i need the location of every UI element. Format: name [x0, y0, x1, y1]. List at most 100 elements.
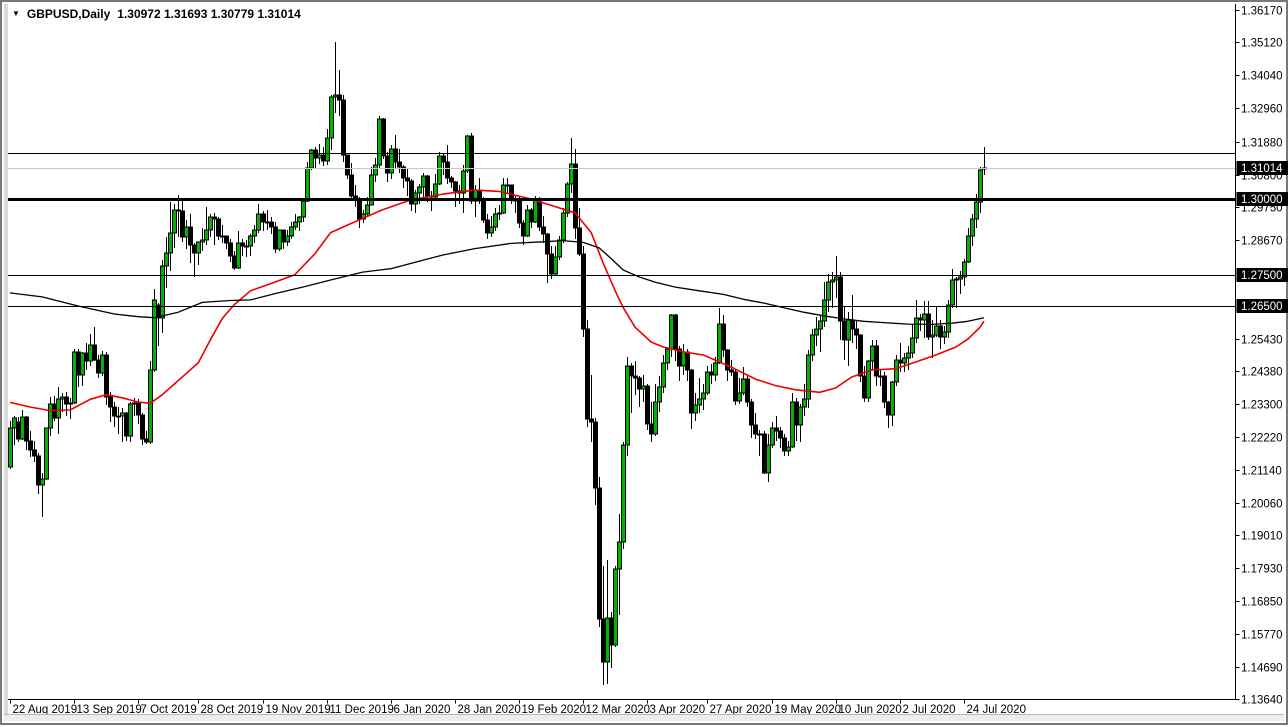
bear-candle-body [582, 254, 586, 329]
bottom-edge-strip [4, 714, 1284, 721]
bull-candle-body [815, 329, 819, 335]
bear-candle-body [686, 352, 690, 370]
bull-candle-body [133, 403, 137, 404]
bear-candle-body [638, 378, 642, 389]
ohlc-readout: 1.30972 1.31693 1.30779 1.31014 [117, 7, 301, 21]
bull-candle-body [149, 370, 153, 442]
bear-candle-body [25, 417, 29, 441]
bear-candle-body [193, 245, 197, 253]
bull-candle-body [257, 214, 261, 230]
bull-candle-body [871, 346, 875, 361]
bear-candle-body [241, 243, 245, 246]
bull-candle-body [205, 230, 209, 240]
bear-candle-body [85, 353, 89, 361]
bull-candle-body [49, 404, 53, 428]
bull-candle-body [526, 210, 530, 236]
bear-candle-body [602, 619, 606, 662]
bull-candle-body [81, 353, 85, 375]
bear-candle-body [229, 243, 233, 256]
bear-candle-body [783, 438, 787, 451]
bear-candle-body [446, 162, 450, 178]
bull-candle-body [642, 386, 646, 389]
bear-candle-body [29, 441, 33, 450]
bull-candle-body [682, 352, 686, 366]
bear-candle-body [213, 217, 217, 219]
bull-candle-body [827, 282, 831, 300]
bull-candle-body [294, 222, 298, 227]
bull-candle-body [278, 230, 282, 249]
bull-candle-body [45, 428, 49, 479]
bull-candle-body [117, 416, 121, 417]
bear-candle-body [125, 413, 129, 436]
bull-candle-body [614, 569, 618, 645]
bull-candle-body [714, 363, 718, 375]
bull-candle-body [422, 176, 426, 187]
bull-candle-body [831, 280, 835, 282]
bear-candle-body [843, 321, 847, 340]
bear-candle-body [538, 199, 542, 227]
bear-candle-body [486, 220, 490, 233]
bear-candle-body [650, 424, 654, 434]
bull-candle-body [290, 227, 294, 236]
price-tick-label: 1.23300 [1241, 400, 1283, 412]
bear-candle-body [775, 428, 779, 431]
bear-candle-body [754, 425, 758, 434]
bull-candle-body [570, 164, 574, 184]
price-tick-label: 1.14690 [1241, 663, 1283, 675]
bull-candle-body [943, 332, 947, 337]
bull-candle-body [562, 213, 566, 240]
price-tick-label: 1.24380 [1241, 367, 1283, 379]
bull-candle-body [161, 266, 165, 318]
bull-candle-body [935, 326, 939, 335]
bull-candle-body [506, 185, 510, 186]
bear-candle-body [358, 199, 362, 219]
bear-candle-body [270, 222, 274, 227]
bear-candle-body [674, 315, 678, 349]
price-tag-label: 1.31014 [1241, 163, 1283, 175]
price-tag-label: 1.27500 [1241, 270, 1283, 282]
bull-candle-body [69, 403, 73, 404]
bear-candle-body [590, 419, 594, 422]
bull-candle-body [89, 345, 93, 361]
bull-candle-body [907, 353, 911, 358]
bull-candle-body [73, 352, 77, 403]
bull-candle-body [807, 355, 811, 399]
bull-candle-body [237, 243, 241, 268]
price-tick-label: 1.31880 [1241, 138, 1283, 150]
bull-candle-body [694, 405, 698, 413]
bull-candle-body [626, 366, 630, 445]
bear-candle-body [105, 355, 109, 397]
bear-candle-body [722, 324, 726, 350]
bear-candle-body [883, 376, 887, 402]
bear-candle-body [382, 119, 386, 156]
price-tag-label: 1.26500 [1241, 301, 1283, 313]
bull-candle-body [390, 149, 394, 173]
bear-candle-body [710, 372, 714, 375]
symbol-header: ▼ GBPUSD,Daily 1.30972 1.31693 1.30779 1… [12, 7, 301, 21]
bull-candle-body [959, 277, 963, 279]
bull-candle-body [951, 280, 955, 305]
bear-candle-body [450, 178, 454, 182]
bull-candle-body [662, 363, 666, 387]
bull-candle-body [558, 240, 562, 257]
bear-candle-body [875, 346, 879, 376]
bull-candle-body [169, 233, 173, 253]
bear-candle-body [855, 329, 859, 335]
bull-candle-body [57, 399, 61, 418]
symbol-dropdown-icon[interactable]: ▼ [12, 10, 20, 18]
price-tick-label: 1.16850 [1241, 597, 1283, 609]
bear-candle-body [510, 185, 514, 199]
bear-candle-body [646, 386, 650, 424]
bear-candle-body [37, 456, 41, 485]
bull-candle-body [903, 358, 907, 363]
bear-candle-body [350, 175, 354, 196]
bull-candle-body [867, 361, 871, 398]
bear-candle-body [386, 156, 390, 173]
bull-candle-body [891, 382, 895, 415]
bull-candle-body [979, 170, 983, 202]
bull-candle-body [366, 205, 370, 214]
bull-candle-body [334, 95, 338, 97]
bear-candle-body [598, 488, 602, 619]
bear-candle-body [927, 314, 931, 337]
